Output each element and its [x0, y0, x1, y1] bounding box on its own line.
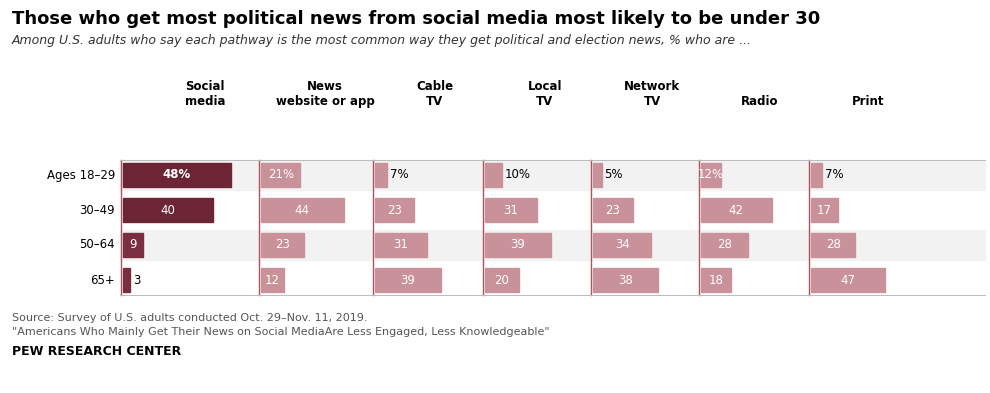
Text: 28: 28 [826, 239, 841, 252]
Bar [120, 265, 985, 295]
Text: Source: Survey of U.S. adults conducted Oct. 29–Nov. 11, 2019.: Source: Survey of U.S. adults conducted … [12, 313, 367, 323]
Text: Print: Print [851, 95, 884, 108]
Text: 9: 9 [130, 239, 137, 252]
Text: Social
media: Social media [185, 80, 226, 108]
Text: 65+: 65+ [90, 274, 115, 286]
Text: Those who get most political news from social media most likely to be under 30: Those who get most political news from s… [12, 10, 821, 28]
Bar [811, 268, 885, 292]
Text: 7%: 7% [390, 169, 409, 182]
Bar [120, 195, 985, 225]
Bar [123, 268, 130, 292]
Text: PEW RESEARCH CENTER: PEW RESEARCH CENTER [12, 345, 181, 358]
Bar [593, 268, 658, 292]
Text: Ages 18–29: Ages 18–29 [47, 169, 115, 182]
Text: 39: 39 [510, 239, 526, 252]
Text: 23: 23 [275, 239, 290, 252]
Text: Among U.S. adults who say each pathway is the most common way they get political: Among U.S. adults who say each pathway i… [12, 34, 752, 47]
Text: Radio: Radio [742, 95, 779, 108]
Bar [701, 233, 748, 257]
Text: 39: 39 [400, 274, 415, 286]
Bar [123, 198, 213, 222]
Text: 17: 17 [817, 204, 832, 217]
Text: 18: 18 [709, 274, 724, 286]
Bar [485, 198, 538, 222]
Text: 31: 31 [394, 239, 409, 252]
Bar [811, 163, 822, 187]
Bar [120, 230, 985, 260]
Text: 12%: 12% [698, 169, 724, 182]
Text: 50–64: 50–64 [79, 239, 115, 252]
Text: News
website or app: News website or app [275, 80, 374, 108]
Text: 28: 28 [717, 239, 732, 252]
Text: 10%: 10% [505, 169, 531, 182]
Bar [593, 163, 602, 187]
Bar [261, 233, 304, 257]
Text: Local
TV: Local TV [528, 80, 562, 108]
Bar [375, 268, 441, 292]
Text: 40: 40 [160, 204, 175, 217]
Text: 23: 23 [605, 204, 620, 217]
Bar [811, 198, 838, 222]
Text: 30–49: 30–49 [79, 204, 115, 217]
Text: 21%: 21% [267, 169, 294, 182]
Text: 44: 44 [295, 204, 310, 217]
Bar [593, 233, 651, 257]
Text: 47: 47 [841, 274, 855, 286]
Bar [261, 163, 301, 187]
Bar [811, 233, 855, 257]
Text: "Americans Who Mainly Get Their News on Social MediaAre Less Engaged, Less Knowl: "Americans Who Mainly Get Their News on … [12, 327, 549, 337]
Bar [261, 198, 344, 222]
Text: 31: 31 [504, 204, 519, 217]
Text: 48%: 48% [162, 169, 191, 182]
Text: 20: 20 [494, 274, 509, 286]
Bar [701, 198, 771, 222]
Bar [485, 163, 502, 187]
Text: 3: 3 [133, 274, 141, 286]
Text: 7%: 7% [825, 169, 843, 182]
Bar [485, 233, 550, 257]
Text: Network
TV: Network TV [624, 80, 680, 108]
Text: 42: 42 [729, 204, 743, 217]
Bar [123, 163, 231, 187]
Bar [375, 198, 414, 222]
Bar [485, 268, 519, 292]
Bar [701, 163, 721, 187]
Bar [375, 233, 427, 257]
Bar [375, 163, 387, 187]
Bar [261, 268, 283, 292]
Bar [593, 198, 633, 222]
Text: Cable
TV: Cable TV [417, 80, 453, 108]
Text: 12: 12 [264, 274, 280, 286]
Text: 38: 38 [619, 274, 633, 286]
Bar [123, 233, 144, 257]
Bar [701, 268, 732, 292]
Bar [120, 160, 985, 190]
Text: 5%: 5% [605, 169, 623, 182]
Text: 34: 34 [615, 239, 630, 252]
Text: 23: 23 [387, 204, 402, 217]
